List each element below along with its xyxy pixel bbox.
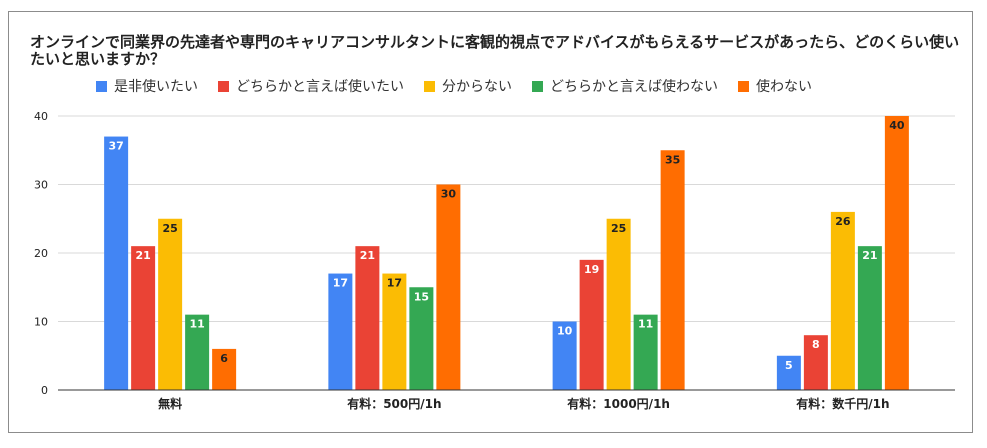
data-label: 5 xyxy=(785,359,793,372)
legend-swatch xyxy=(96,80,107,92)
legend-item-4: どちらかと言えば使わない xyxy=(532,76,718,96)
data-label: 40 xyxy=(889,119,905,132)
chart-legend: 是非使いたい どちらかと言えば使いたい 分からない どちらかと言えば使わない 使わない xyxy=(96,77,812,95)
bar xyxy=(633,314,658,390)
legend-item-1: 是非使いたい xyxy=(96,76,198,96)
data-label: 19 xyxy=(584,263,599,276)
data-label: 6 xyxy=(220,352,228,365)
data-label: 17 xyxy=(387,277,402,290)
bar xyxy=(436,184,461,390)
y-tick-label: 10 xyxy=(34,316,48,329)
data-label: 17 xyxy=(333,277,348,290)
bar xyxy=(660,150,685,390)
data-label: 15 xyxy=(414,290,429,303)
bar xyxy=(803,335,828,390)
data-label: 10 xyxy=(557,325,573,338)
x-tick-label: 無料 xyxy=(158,396,182,411)
bar xyxy=(328,273,353,390)
data-label: 25 xyxy=(611,222,626,235)
legend-label: どちらかと言えば使わない xyxy=(550,79,718,95)
data-label: 11 xyxy=(189,318,204,331)
legend-item-2: どちらかと言えば使いたい xyxy=(218,76,404,96)
bar xyxy=(382,273,407,390)
bar xyxy=(104,136,129,390)
legend-item-3: 分からない xyxy=(424,76,512,96)
y-tick-label: 30 xyxy=(34,179,48,192)
x-tick-label: 有料：1000円/1h xyxy=(567,396,670,411)
legend-label: 是非使いたい xyxy=(114,79,198,95)
legend-swatch xyxy=(738,80,749,92)
legend-swatch xyxy=(532,80,543,92)
data-label: 21 xyxy=(862,249,877,262)
x-tick-label: 有料：500円/1h xyxy=(347,396,441,411)
bar xyxy=(355,246,380,390)
bar xyxy=(857,246,882,390)
bar xyxy=(884,116,909,390)
legend-swatch xyxy=(218,80,229,92)
data-label: 30 xyxy=(441,188,457,201)
legend-label: 使わない xyxy=(756,79,812,95)
bar xyxy=(158,218,183,390)
y-tick-label: 20 xyxy=(34,247,48,260)
bar xyxy=(830,211,855,390)
bar xyxy=(131,246,156,390)
data-label: 35 xyxy=(665,153,680,166)
chart-title: オンラインで同業界の先達者や専門のキャリアコンサルタントに客観的視点でアドバイス… xyxy=(30,33,960,68)
bar xyxy=(776,355,801,390)
data-label: 26 xyxy=(835,215,851,228)
y-tick-label: 40 xyxy=(34,110,48,123)
data-label: 37 xyxy=(108,140,123,153)
legend-swatch xyxy=(424,80,435,92)
bar xyxy=(409,287,434,390)
data-label: 21 xyxy=(360,249,375,262)
legend-label: 分からない xyxy=(442,79,512,95)
bar xyxy=(552,321,577,390)
bar xyxy=(579,259,604,390)
bar xyxy=(212,348,237,390)
data-label: 25 xyxy=(162,222,177,235)
legend-label: どちらかと言えば使いたい xyxy=(236,79,404,95)
data-label: 21 xyxy=(135,249,150,262)
y-tick-label: 0 xyxy=(41,384,48,397)
bar xyxy=(185,314,210,390)
x-tick-label: 有料：数千円/1h xyxy=(796,396,889,411)
legend-item-5: 使わない xyxy=(738,76,812,96)
data-label: 11 xyxy=(638,318,653,331)
data-label: 8 xyxy=(812,338,820,351)
bar xyxy=(606,218,631,390)
